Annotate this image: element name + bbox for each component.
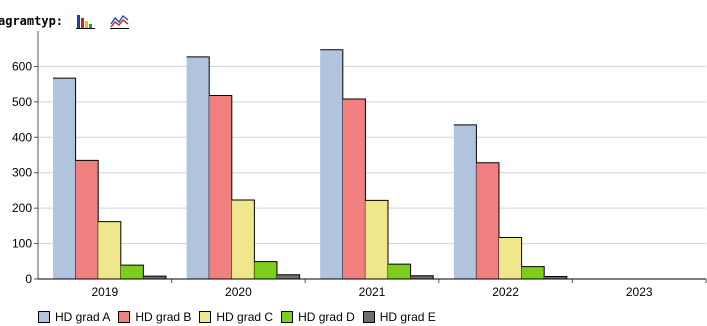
bar-hd-grad-b xyxy=(476,162,499,279)
bar-hd-grad-d xyxy=(254,261,277,279)
legend-label: HD grad A xyxy=(55,310,111,324)
bar-hd-grad-d xyxy=(388,264,411,279)
x-tick-label: 2023 xyxy=(626,285,653,299)
chart-legend: HD grad A HD grad B HD grad C HD grad D HD g… xyxy=(38,310,444,324)
chart-type-label: agramtyp: xyxy=(0,14,64,28)
bar-hd-grad-e xyxy=(410,275,434,279)
bar-edge xyxy=(410,275,434,279)
bar-edge xyxy=(277,274,301,279)
bar-hd-grad-b xyxy=(75,160,99,279)
bar-hd-grad-c xyxy=(231,199,255,279)
bar-hd-grad-a xyxy=(186,56,210,280)
y-tick-label: 300 xyxy=(12,166,32,180)
bar-edge xyxy=(499,237,523,279)
bar-edge xyxy=(254,261,278,279)
legend-label: HD grad C xyxy=(216,310,274,324)
bar-hd-grad-b xyxy=(209,95,232,279)
legend-item: HD grad A xyxy=(38,310,110,324)
legend-label: HD grad D xyxy=(298,310,355,324)
bar-edge xyxy=(365,199,389,279)
legend-swatch xyxy=(281,311,294,323)
bar-hd-grad-e xyxy=(143,276,166,279)
bar-hd-grad-e xyxy=(544,276,567,279)
y-tick-label: 0 xyxy=(25,272,32,286)
bar-hd-grad-d xyxy=(120,265,144,279)
y-tick-label: 400 xyxy=(12,130,32,144)
bar-edge xyxy=(544,276,568,279)
bar-hd-grad-b xyxy=(342,99,366,279)
legend-item: HD grad E xyxy=(362,310,436,324)
bar-edge xyxy=(120,264,144,279)
legend-item: HD grad B xyxy=(118,310,191,324)
legend-swatch xyxy=(38,311,50,323)
legend-swatch xyxy=(199,311,212,323)
legend-swatch xyxy=(118,311,131,323)
bar-chart-icon[interactable] xyxy=(75,12,97,30)
y-tick-label: 100 xyxy=(12,237,32,251)
bar-hd-grad-c xyxy=(98,221,121,279)
y-tick-label: 500 xyxy=(12,95,32,109)
y-tick-label: 200 xyxy=(12,201,32,215)
bar-edge xyxy=(143,275,167,279)
legend-item: HD grad C xyxy=(199,310,273,324)
chart-type-toolbar: agramtyp: xyxy=(0,10,131,32)
x-tick-label: 2020 xyxy=(225,285,252,299)
y-tick-label: 600 xyxy=(12,59,32,73)
bar-chart: 0 100 200 300 400 500 600 2019 2020 2021 2022 2023 xyxy=(12,31,707,299)
bar-hd-grad-e xyxy=(277,274,300,279)
bar-edge xyxy=(98,221,122,279)
bar-hd-grad-a xyxy=(320,49,343,279)
line-chart-icon[interactable] xyxy=(109,12,131,30)
x-tick-label: 2019 xyxy=(91,285,118,299)
legend-swatch xyxy=(362,311,375,323)
bar-hd-grad-c xyxy=(365,200,388,279)
bar-edge xyxy=(231,199,255,279)
bar-hd-grad-d xyxy=(521,266,545,279)
bar-edge xyxy=(388,263,412,279)
bar-edge xyxy=(521,266,545,279)
x-tick-label: 2022 xyxy=(492,285,519,299)
x-tick-label: 2021 xyxy=(359,285,386,299)
bar-hd-grad-c xyxy=(499,237,522,279)
legend-label: HD grad E xyxy=(379,310,436,324)
legend-item: HD grad D xyxy=(281,310,355,324)
legend-label: HD grad B xyxy=(135,310,192,324)
bar-hd-grad-a xyxy=(53,78,76,280)
bar-hd-grad-a xyxy=(453,124,477,279)
